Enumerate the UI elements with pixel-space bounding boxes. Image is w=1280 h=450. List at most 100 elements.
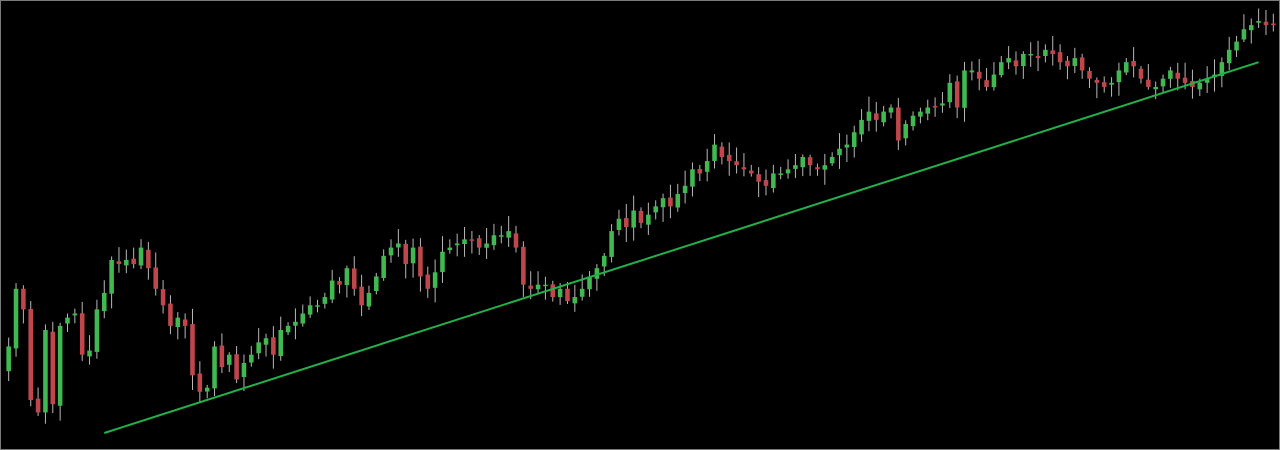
- candle-bullish: [969, 70, 975, 73]
- candle-bullish: [822, 165, 828, 170]
- candle-bullish: [1248, 25, 1254, 31]
- candle-bullish: [432, 272, 438, 288]
- candle-bearish: [726, 154, 732, 162]
- candle-bullish: [601, 255, 607, 267]
- candle-bullish: [293, 321, 298, 326]
- candle-bullish: [940, 103, 945, 106]
- candle-bullish: [263, 338, 269, 345]
- candle-bullish: [278, 330, 284, 357]
- candle-bullish: [881, 111, 886, 123]
- candle-bullish: [13, 288, 19, 349]
- candle-bearish: [182, 319, 188, 326]
- candle-bullish: [307, 305, 313, 315]
- candle-bullish: [256, 342, 261, 354]
- candle-bearish: [1065, 60, 1070, 67]
- candle-bearish: [1182, 77, 1188, 83]
- candle-bearish: [1271, 23, 1276, 26]
- candle-bullish: [866, 111, 872, 121]
- candle-bearish: [638, 210, 644, 223]
- candle-bullish: [1256, 21, 1261, 23]
- candle-bullish: [609, 231, 614, 257]
- candle-bearish: [763, 180, 769, 186]
- candle-bullish: [344, 268, 350, 286]
- candle-bearish: [1013, 60, 1019, 67]
- candle-bearish: [146, 249, 151, 269]
- candle-bearish: [550, 284, 556, 298]
- candle-bullish: [925, 107, 931, 114]
- candle-bearish: [1131, 60, 1136, 67]
- candle-bullish: [484, 243, 489, 248]
- candle-bearish: [1101, 82, 1107, 87]
- candle-bullish: [1197, 82, 1203, 90]
- candle-bullish: [72, 313, 78, 316]
- candle-bearish: [219, 345, 225, 368]
- candle-bullish: [1123, 62, 1129, 73]
- candle-bullish: [991, 74, 997, 88]
- candle-bullish: [1072, 58, 1078, 66]
- candle-bullish: [396, 243, 401, 248]
- candle-bullish: [587, 276, 592, 290]
- candle-bullish: [704, 161, 710, 172]
- candle-bearish: [624, 218, 629, 227]
- candle-bullish: [447, 247, 453, 251]
- candle-bullish: [1219, 62, 1225, 76]
- candle-bullish: [315, 305, 320, 307]
- candle-bullish: [410, 247, 416, 264]
- candle-bearish: [1094, 79, 1100, 83]
- candle-bearish: [1138, 68, 1144, 79]
- candle-bullish: [660, 198, 666, 208]
- candle-bullish: [1028, 53, 1033, 56]
- candle-bearish: [521, 246, 526, 285]
- candle-bullish: [65, 317, 70, 324]
- candle-bullish: [572, 297, 578, 304]
- candle-bearish: [1146, 79, 1151, 87]
- candle-bullish: [594, 268, 600, 279]
- candle-bearish: [50, 331, 56, 405]
- candle-bullish: [440, 251, 445, 273]
- candle-bearish: [271, 337, 276, 355]
- candle-bearish: [565, 288, 570, 302]
- candle-bullish: [57, 325, 63, 406]
- candle-bearish: [28, 308, 34, 401]
- candle-bearish: [234, 354, 239, 380]
- candle-bullish: [249, 354, 254, 363]
- candle-bullish: [300, 313, 306, 324]
- candle-bearish: [815, 167, 820, 170]
- candle-bullish: [94, 309, 100, 352]
- candle-bearish: [1050, 50, 1056, 54]
- candle-bullish: [1226, 49, 1232, 64]
- candle-bearish: [160, 289, 166, 306]
- candle-bearish: [197, 373, 203, 392]
- candle-bearish: [476, 238, 482, 248]
- candle-bullish: [212, 346, 217, 389]
- candle-bullish: [1006, 58, 1011, 63]
- candle-bullish: [646, 214, 651, 225]
- candle-bearish: [469, 239, 475, 241]
- candle-bearish: [116, 261, 122, 265]
- candle-bearish: [932, 105, 938, 108]
- candle-bullish: [1153, 86, 1158, 90]
- candle-bullish: [859, 119, 864, 135]
- candle-bullish: [454, 243, 460, 246]
- candle-bearish: [425, 274, 431, 289]
- candle-bullish: [851, 132, 857, 147]
- candle-bullish: [616, 218, 622, 230]
- candle-bullish: [124, 259, 129, 266]
- candle-bullish: [1043, 49, 1048, 56]
- candle-bullish: [653, 206, 658, 213]
- candle-bullish: [226, 354, 232, 365]
- candle-bullish: [998, 62, 1004, 76]
- candle-bearish: [807, 157, 813, 166]
- candle-bullish: [1241, 29, 1247, 40]
- candle-bullish: [1109, 82, 1114, 85]
- candle-bearish: [1263, 21, 1269, 26]
- candle-bearish: [359, 286, 364, 306]
- candle-bullish: [204, 387, 210, 392]
- candle-bullish: [285, 325, 291, 333]
- candle-bearish: [1079, 57, 1085, 71]
- candle-bullish: [785, 169, 791, 174]
- candle-bullish: [43, 330, 48, 413]
- candle-bullish: [366, 292, 372, 307]
